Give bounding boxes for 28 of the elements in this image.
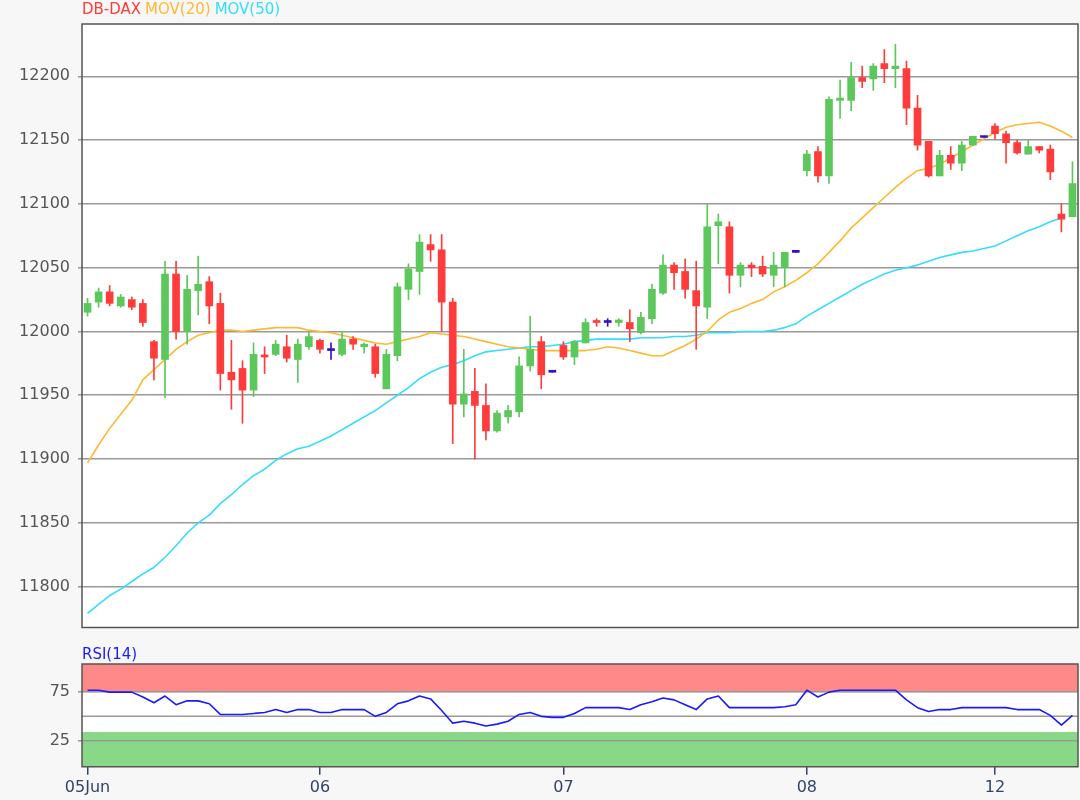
- x-tick-label: 08: [796, 776, 818, 796]
- y-tick-label: 25: [49, 729, 70, 749]
- candlestick: [836, 79, 844, 119]
- candlestick: [194, 255, 203, 316]
- y-tick-label: 12100: [19, 193, 70, 213]
- x-tick-label: 05Jun: [64, 776, 111, 796]
- candlestick: [471, 368, 479, 460]
- y-tick-label: 11800: [19, 575, 70, 595]
- x-tick-label: 06: [309, 776, 331, 796]
- y-tick-label: 12200: [19, 65, 70, 85]
- text: DB-DAX: [82, 0, 142, 18]
- text: MOV(20): [145, 0, 211, 18]
- candlestick: [459, 348, 468, 418]
- y-tick-label: 12050: [19, 256, 70, 276]
- candlestick: [858, 65, 867, 89]
- x-tick-label: 12: [984, 776, 1006, 796]
- y-tick-label: 11850: [19, 511, 70, 531]
- x-tick-label: 07: [553, 776, 574, 796]
- y-tick-label: 11900: [19, 448, 70, 468]
- candlestick: [692, 260, 701, 350]
- series-label: RSI(14): [82, 645, 138, 663]
- y-tick-label: 11950: [19, 384, 70, 404]
- candlestick: [625, 309, 634, 342]
- text: MOV(50): [214, 0, 281, 18]
- candlestick: [327, 342, 335, 360]
- y-tick-label: 12150: [19, 129, 70, 149]
- y-tick-label: 75: [49, 681, 70, 701]
- y-tick-label: 12000: [19, 320, 70, 340]
